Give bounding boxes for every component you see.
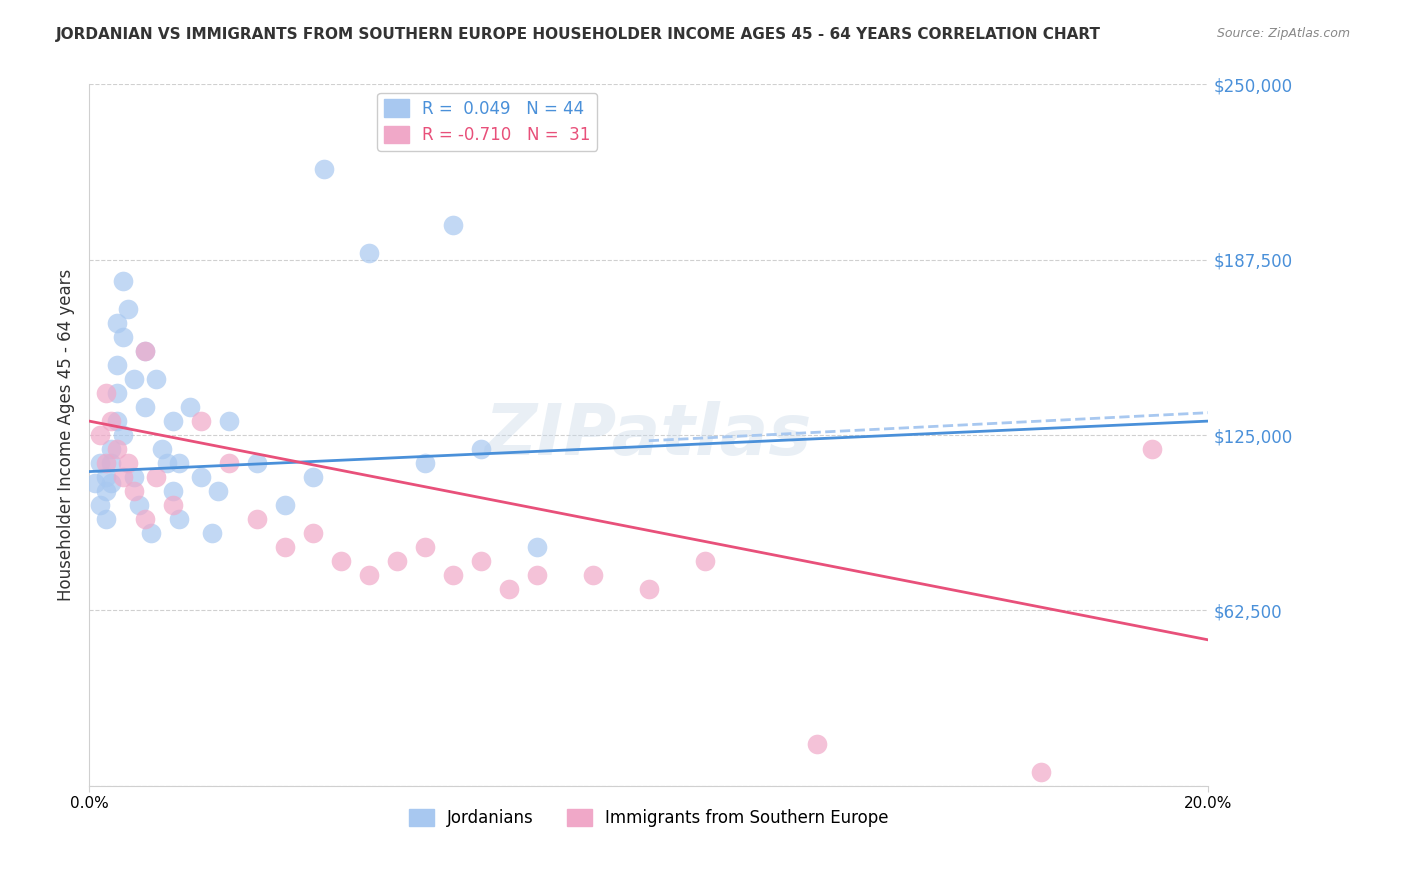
Point (357, 245, 380, 260)
Point (94, 456, 117, 470)
Point (122, 470, 145, 484)
Point (111, 470, 134, 484)
Point (207, 484, 229, 499)
Point (274, 541, 297, 555)
Point (162, 498, 184, 512)
Point (100, 414, 122, 428)
Point (385, 554, 408, 568)
Point (302, 526, 325, 541)
Point (139, 526, 162, 541)
Point (162, 414, 184, 428)
Point (806, 737, 828, 751)
Point (111, 330, 134, 344)
Point (156, 456, 179, 470)
Point (134, 512, 156, 526)
Point (94, 512, 117, 526)
Point (167, 456, 190, 470)
Point (111, 428, 134, 442)
Point (302, 470, 325, 484)
Text: ZIPatlas: ZIPatlas (485, 401, 813, 469)
Point (470, 442, 492, 457)
Point (94, 470, 117, 484)
Point (89, 456, 111, 470)
Point (526, 568, 548, 582)
Point (329, 554, 352, 568)
Point (190, 414, 212, 428)
Point (117, 301, 139, 316)
Point (94, 386, 117, 401)
Point (526, 541, 548, 555)
Point (100, 442, 122, 457)
Legend: Jordanians, Immigrants from Southern Europe: Jordanians, Immigrants from Southern Eur… (402, 802, 896, 833)
Point (83, 475, 105, 490)
Point (105, 358, 128, 372)
Point (1029, 764, 1052, 779)
Point (413, 456, 436, 470)
Point (1142, 442, 1164, 457)
Text: Source: ZipAtlas.com: Source: ZipAtlas.com (1216, 27, 1350, 40)
Point (582, 568, 605, 582)
Point (218, 414, 240, 428)
Point (218, 456, 240, 470)
Point (357, 568, 380, 582)
Point (128, 498, 150, 512)
Point (190, 470, 212, 484)
Point (246, 456, 269, 470)
Point (105, 414, 128, 428)
Point (105, 316, 128, 330)
Point (89, 498, 111, 512)
Point (111, 274, 134, 288)
Point (498, 582, 520, 597)
Point (441, 218, 464, 232)
Point (100, 456, 122, 470)
Point (145, 470, 167, 484)
Point (100, 475, 122, 490)
Point (105, 442, 128, 457)
Point (117, 456, 139, 470)
Point (134, 343, 156, 358)
Point (637, 582, 659, 597)
Point (105, 386, 128, 401)
Point (94, 484, 117, 499)
Point (162, 484, 184, 499)
Point (274, 498, 297, 512)
Text: JORDANIAN VS IMMIGRANTS FROM SOUTHERN EUROPE HOUSEHOLDER INCOME AGES 45 - 64 YEA: JORDANIAN VS IMMIGRANTS FROM SOUTHERN EU… (56, 27, 1101, 42)
Point (314, 161, 336, 176)
Point (134, 400, 156, 414)
Point (122, 484, 145, 499)
Point (145, 372, 167, 386)
Point (167, 512, 190, 526)
Point (89, 428, 111, 442)
Y-axis label: Householder Income Ages 45 - 64 years: Householder Income Ages 45 - 64 years (58, 269, 75, 601)
Point (693, 554, 716, 568)
Point (246, 512, 269, 526)
Point (470, 554, 492, 568)
Point (179, 400, 201, 414)
Point (441, 568, 464, 582)
Point (134, 343, 156, 358)
Point (122, 372, 145, 386)
Point (201, 526, 224, 541)
Point (150, 442, 173, 457)
Point (413, 541, 436, 555)
